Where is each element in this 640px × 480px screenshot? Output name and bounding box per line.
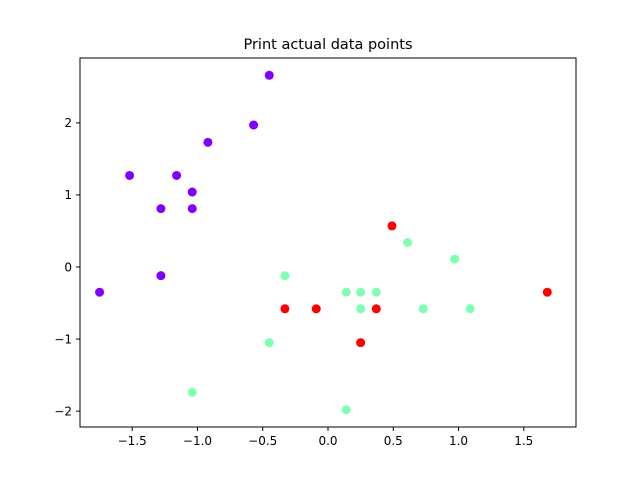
data-point xyxy=(356,338,366,348)
data-point xyxy=(450,254,460,264)
x-tick-label: 1.5 xyxy=(514,434,533,448)
data-point xyxy=(264,338,274,348)
data-point xyxy=(341,287,351,297)
data-point xyxy=(341,405,351,415)
x-axis: −1.5 −1.0 −0.5 0.0 0.5 1.0 1.5 xyxy=(118,427,533,448)
plot-frame xyxy=(79,57,577,428)
y-tick-label: 2 xyxy=(64,116,72,130)
data-point xyxy=(280,271,290,281)
chart-title: Print actual data points xyxy=(243,37,412,53)
y-tick-label: −1 xyxy=(54,332,72,346)
x-tick-label: 1.0 xyxy=(449,434,468,448)
x-tick-label: 0.5 xyxy=(384,434,403,448)
data-point xyxy=(187,204,197,214)
data-point xyxy=(371,304,381,314)
data-point xyxy=(465,304,475,314)
data-point xyxy=(249,120,259,130)
x-tick-label: −1.5 xyxy=(118,434,147,448)
data-point xyxy=(356,287,366,297)
points-layer xyxy=(95,70,552,415)
data-point xyxy=(403,238,413,247)
data-point xyxy=(264,70,274,80)
data-point xyxy=(187,387,197,397)
series-0 xyxy=(95,70,274,297)
data-point xyxy=(280,304,290,314)
y-tick-label: −2 xyxy=(54,404,72,418)
data-point xyxy=(172,170,182,180)
data-point xyxy=(387,221,397,231)
x-tick-label: 0.0 xyxy=(318,434,337,448)
data-point xyxy=(418,304,428,314)
y-tick-label: 0 xyxy=(64,260,72,274)
data-point xyxy=(542,287,552,297)
data-point xyxy=(125,170,135,180)
series-1 xyxy=(187,238,475,415)
x-tick-label: −1.0 xyxy=(183,434,212,448)
data-point xyxy=(356,304,366,314)
x-tick-label: −0.5 xyxy=(248,434,277,448)
data-point xyxy=(95,287,105,297)
data-point xyxy=(371,287,381,297)
data-point xyxy=(187,187,197,197)
y-tick-label: 1 xyxy=(64,188,72,202)
series-2 xyxy=(280,221,552,348)
data-point xyxy=(156,204,166,214)
data-point xyxy=(311,304,321,314)
data-point xyxy=(156,271,166,281)
y-axis: −2 −1 0 1 2 xyxy=(54,116,80,418)
data-point xyxy=(203,137,213,147)
